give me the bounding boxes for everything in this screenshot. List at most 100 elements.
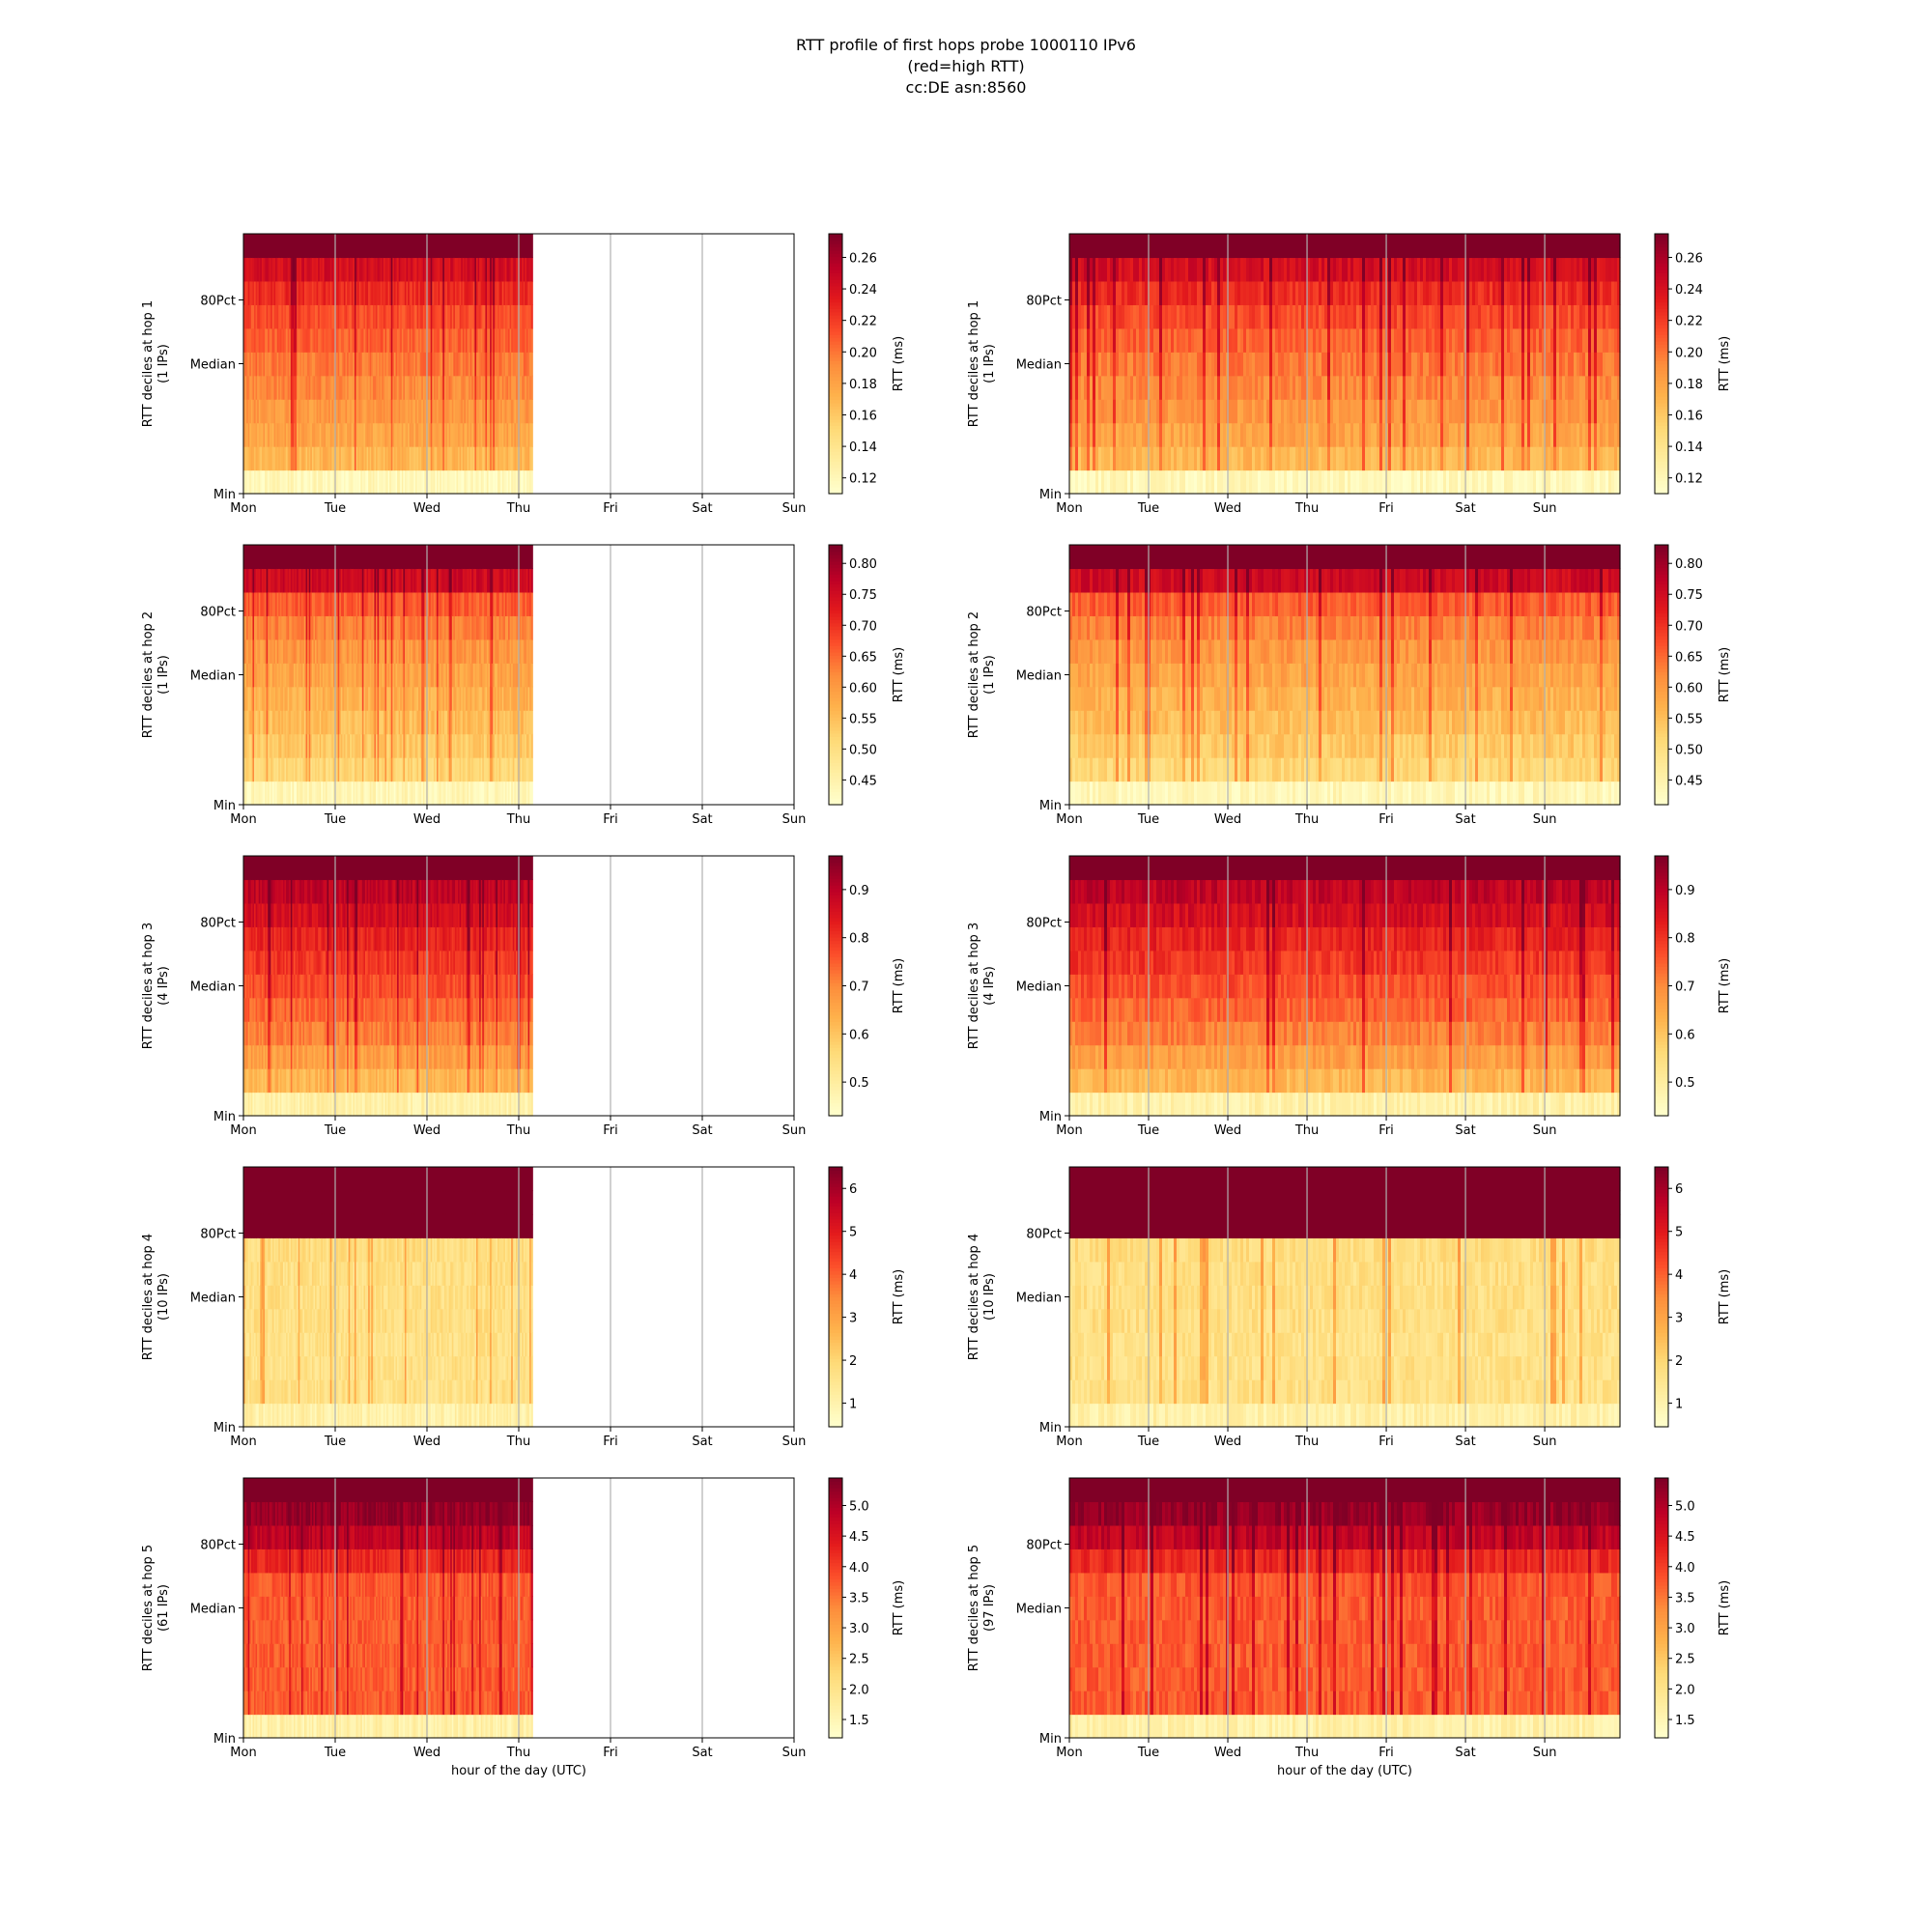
heatmap-cell [374,280,377,305]
heatmap-cell [450,446,453,471]
heatmap-cell [395,422,398,447]
colorbar-swatch [1655,435,1668,440]
heatmap-cell [416,422,419,447]
heatmap-cell [413,234,416,259]
heatmap-cell [406,257,409,282]
heatmap-cell [345,422,348,447]
heatmap-cell [351,375,354,400]
heatmap-cell [305,304,308,329]
heatmap-cell [392,446,395,471]
heatmap-cell [300,446,304,471]
heatmap-cell [377,446,380,471]
heatmap-cell [286,280,289,305]
heatmap-cell [365,399,368,424]
heatmap-cell [302,257,305,282]
colorbar-label: RTT (ms) [1718,336,1732,391]
heatmap-cell [304,399,307,424]
heatmap-cell [284,257,287,282]
heatmap-cell [411,327,413,353]
heatmap-cell [329,422,332,447]
heatmap-cell [412,280,414,305]
heatmap-cell [281,280,284,305]
heatmap-cell [254,399,257,424]
heatmap-cell [403,375,406,400]
heatmap-cell [257,422,260,447]
heatmap-cell [357,422,360,447]
heatmap-cell [324,304,327,329]
heatmap-cell [250,304,254,329]
heatmap-cell [365,280,368,305]
heatmap-cell [300,327,304,353]
heatmap-cell [243,399,246,424]
heatmap-cell [327,446,329,471]
heatmap-cell [427,327,430,353]
heatmap-cell [353,352,355,377]
heatmap-cell [403,422,406,447]
heatmap-cell [299,280,302,305]
heatmap-cell [530,257,533,282]
heatmap-cell [437,446,440,471]
heatmap-cell [454,352,458,377]
heatmap-cell [244,280,247,305]
heatmap-cell [269,375,271,400]
heatmap-cell [324,446,327,471]
heatmap-cell [322,352,326,377]
heatmap-cell [387,234,390,259]
heatmap-cell [445,422,448,447]
heatmap-cell [319,422,322,447]
heatmap-cell [279,304,282,329]
heatmap-cell [413,375,416,400]
heatmap-cell [278,422,281,447]
heatmap-cell [353,375,355,400]
heatmap-cell [331,446,334,471]
heatmap-cell [324,257,327,282]
heatmap-cell [433,280,437,305]
heatmap-cell [336,280,339,305]
heatmap-cell [329,280,332,305]
heatmap-cell [250,399,254,424]
heatmap-cell [284,352,287,377]
heatmap-cell [321,327,324,353]
heatmap-cell [430,234,433,259]
colorbar-tick-label: 0.22 [1675,315,1703,329]
x-tick-label: Tue [1137,501,1159,516]
heatmap-cell [284,399,287,424]
heatmap-cell [422,352,426,377]
heatmap-cell [400,327,403,353]
heatmap-cell [313,257,316,282]
heatmap-cell [299,422,302,447]
heatmap-cell [304,304,307,329]
heatmap-cell [376,469,379,495]
y-tick-label: 80Pct [200,294,236,308]
colorbar-swatch [829,383,842,387]
heatmap-cell [261,257,265,282]
heatmap-cell [266,375,269,400]
heatmap-cell [260,422,263,447]
heatmap-cell [286,234,289,259]
heatmap-cell [386,352,389,377]
heatmap-cell [290,375,293,400]
heatmap-cell [350,257,353,282]
heatmap-cell [278,327,281,353]
heatmap-cell [270,399,273,424]
heatmap-cell [257,352,260,377]
heatmap-cell [279,234,282,259]
heatmap-cell [409,234,412,259]
heatmap-cell [424,257,427,282]
heatmap-cell [453,399,456,424]
heatmap-cell [443,446,447,471]
heatmap-cell [247,375,250,400]
heatmap-cell [263,399,266,424]
heatmap-cell [374,257,377,282]
hop-1-right-heatmap-cells [1069,234,1621,495]
heatmap-cell [447,327,450,353]
heatmap-cell [255,234,258,259]
heatmap-cell [416,469,419,495]
heatmap-cell [307,257,310,282]
heatmap-cell [445,469,448,495]
colorbar-swatch [829,435,842,440]
heatmap-cell [278,234,281,259]
heatmap-cell [269,352,271,377]
heatmap-cell [403,280,406,305]
heatmap-cell [290,257,293,282]
